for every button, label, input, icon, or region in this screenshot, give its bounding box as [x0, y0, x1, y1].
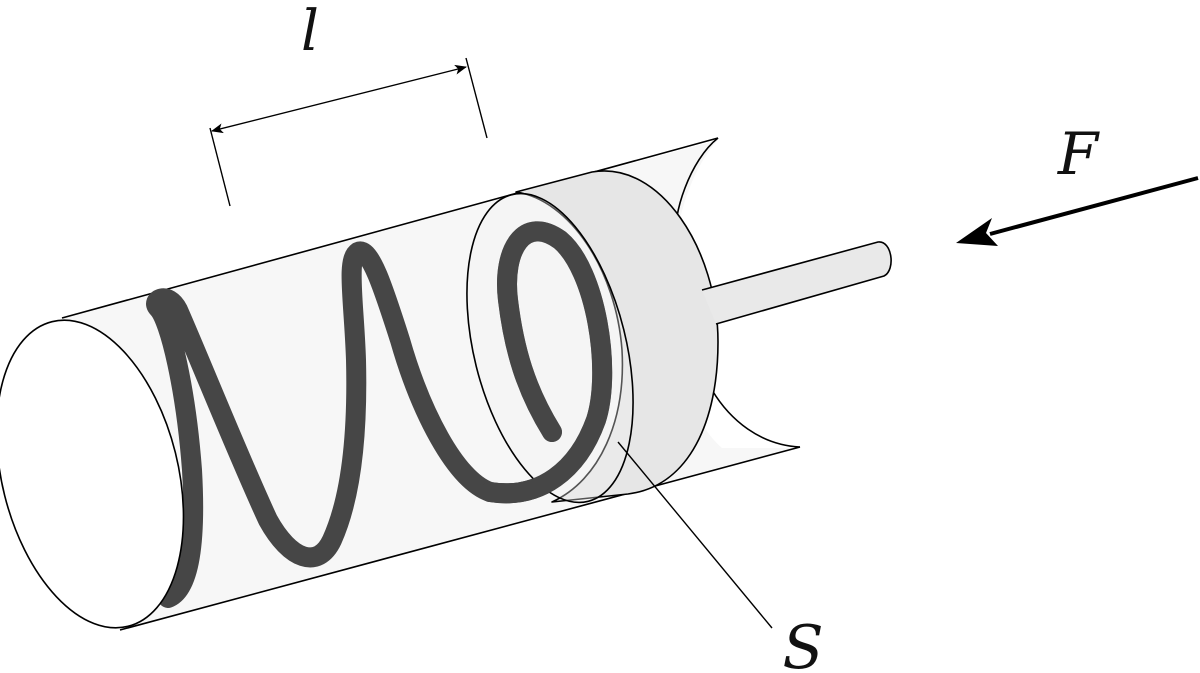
force-label: F	[1057, 120, 1100, 188]
area-leader-line	[617, 441, 773, 629]
force-arrow	[956, 176, 1199, 246]
rod-body	[701, 241, 892, 325]
cylinder-bottom-edge	[119, 446, 801, 631]
piston-rod	[701, 241, 892, 325]
dimension-line	[211, 64, 467, 134]
cylinder-left-end	[0, 319, 185, 629]
dimension-extension-right	[465, 57, 488, 139]
dimension-extension-left	[209, 127, 231, 207]
length-dimension	[209, 57, 488, 207]
force-arrow-shaft	[989, 176, 1199, 236]
piston-side	[515, 170, 719, 503]
area-label: S	[782, 613, 823, 673]
spring-front-loop	[480, 221, 613, 504]
length-label: l	[301, 0, 319, 64]
cylinder-top-edge	[61, 137, 719, 319]
force-arrow-head	[956, 218, 998, 246]
